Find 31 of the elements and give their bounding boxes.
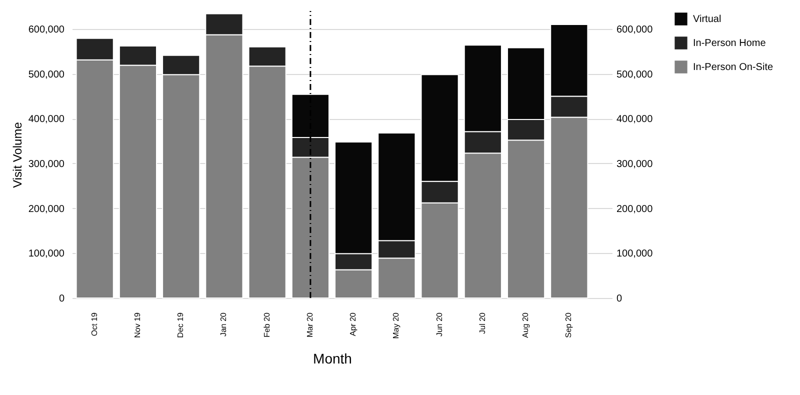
y2-tick-label: 400,000 <box>616 114 654 126</box>
legend-label: In-Person On-Site <box>693 62 774 73</box>
x-tick-label: Apr 20 <box>348 312 358 336</box>
x-tick-label: Feb 20 <box>262 312 272 338</box>
x-tick-label: Oct 19 <box>90 312 99 336</box>
x-tick-label: Aug 20 <box>521 312 530 338</box>
y2-tick-label: 200,000 <box>616 204 654 215</box>
y2-tick-label: 0 <box>616 294 622 304</box>
y2-tick-label: 100,000 <box>616 248 654 260</box>
x-tick-label: Sep 20 <box>564 312 574 338</box>
x-tick-label: Jul 20 <box>478 312 487 334</box>
y-tick-label: 500,000 <box>28 69 65 80</box>
y-axis-title: Visit Volume <box>10 122 24 188</box>
x-tick-label: May 20 <box>392 312 401 339</box>
y-tick-label: 200,000 <box>28 204 65 215</box>
legend-label: In-Person Home <box>693 38 766 49</box>
x-tick-label: Nov 19 <box>132 312 142 338</box>
y2-tick-label: 300,000 <box>616 158 654 170</box>
y-tick-label: 600,000 <box>28 24 65 36</box>
y2-tick-label: 600,000 <box>616 24 654 36</box>
x-tick-label: Dec 19 <box>176 312 186 338</box>
y2-tick-label: 500,000 <box>616 69 654 80</box>
y-tick-label: 400,000 <box>28 114 65 126</box>
x-tick-label: Jun 20 <box>434 312 444 337</box>
x-tick-label: Jan 20 <box>219 312 228 337</box>
y-tick-label: 0 <box>58 294 65 304</box>
x-axis-title: Month <box>313 350 352 367</box>
legend-label: Virtual <box>693 14 722 25</box>
y-tick-label: 100,000 <box>28 248 65 260</box>
y-tick-label: 300,000 <box>28 158 65 170</box>
x-tick-label: Mar 20 <box>305 312 314 338</box>
